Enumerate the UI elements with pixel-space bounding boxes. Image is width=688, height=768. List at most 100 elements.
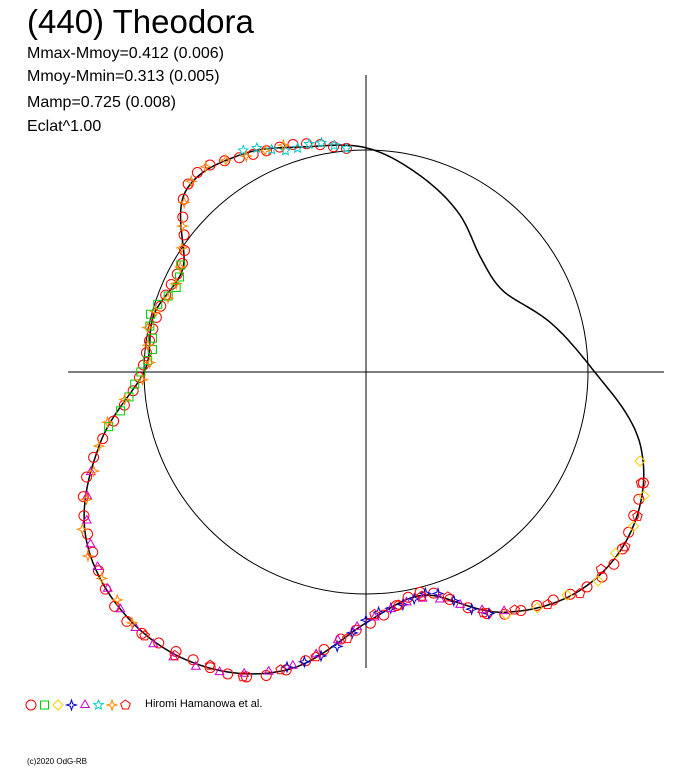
data-point-square [143, 356, 153, 366]
data-point-square [116, 406, 126, 416]
data-point-pentagon [169, 649, 181, 661]
data-point-pentagon [542, 598, 553, 610]
data-point-star4 [198, 160, 213, 174]
data-point-circle [608, 558, 620, 570]
data-point-circle [300, 655, 312, 667]
data-point-star5 [328, 139, 341, 151]
data-point-circle [628, 510, 640, 522]
data-point-star5 [291, 141, 304, 154]
stat-mmax-mmoy: Mmax-Mmoy=0.412 (0.006) [27, 45, 224, 62]
data-point-triangle [85, 538, 96, 548]
data-point-pentagon [275, 664, 286, 675]
data-point-circle [581, 581, 593, 593]
data-point-star4 [407, 592, 421, 606]
data-point-circle [191, 166, 203, 178]
data-point-star4 [125, 616, 139, 630]
data-point-square [145, 321, 155, 331]
data-point-triangle [369, 611, 380, 621]
data-point-star4 [169, 276, 183, 291]
data-point-star4 [177, 195, 191, 210]
data-point-square [136, 367, 146, 377]
data-point-triangle [401, 596, 412, 606]
data-point-star5 [303, 137, 316, 150]
data-point-circle [247, 148, 259, 160]
data-point-triangle [82, 490, 93, 500]
data-point-pentagon [369, 608, 380, 619]
data-point-star4 [135, 373, 150, 387]
data-point-circle [633, 493, 645, 505]
data-point-triangle [417, 592, 428, 602]
data-point-diamond [609, 547, 622, 559]
legend-marker-star4 [64, 698, 79, 712]
data-point-circle [187, 654, 199, 666]
data-point-circle [204, 662, 216, 674]
fit-curve [83, 144, 645, 675]
data-point-circle [109, 600, 121, 612]
data-point-star4 [161, 291, 175, 305]
data-point-circle [499, 608, 511, 620]
legend-marker-pentagon [120, 699, 131, 710]
data-point-pentagon [509, 604, 521, 615]
data-point-star4 [276, 138, 290, 152]
data-point-star4 [110, 593, 124, 607]
data-point-triangle [130, 622, 141, 631]
data-point-pentagon [574, 587, 586, 599]
data-point-triangle [287, 659, 298, 669]
legend-marker-star5 [92, 698, 105, 711]
data-point-star4 [149, 305, 163, 319]
legend-marker-triangle [79, 698, 91, 708]
data-point-circle [77, 491, 89, 503]
copyright: (c)2020 OdG-RB [27, 757, 88, 766]
legend-markers [24, 697, 144, 713]
data-point-square [130, 379, 140, 389]
data-point-circle [531, 599, 543, 611]
data-point-star5 [315, 136, 328, 149]
data-point-triangle [385, 603, 397, 613]
data-point-star4 [314, 649, 328, 663]
data-point-square [171, 282, 181, 292]
data-point-circle [176, 257, 188, 269]
data-point-star4 [95, 571, 109, 586]
data-point-circle [481, 608, 493, 620]
data-point-circle [97, 433, 109, 445]
data-point-circle [182, 178, 194, 190]
data-point-star4 [258, 143, 272, 158]
data-point-circle [318, 644, 330, 656]
data-point-star5 [250, 141, 263, 154]
data-point-pentagon [342, 632, 353, 644]
data-point-pentagon [237, 670, 249, 682]
data-point-pentagon [204, 659, 216, 670]
data-point-circle [153, 637, 165, 649]
data-point-circle [637, 477, 649, 489]
data-point-pentagon [310, 651, 322, 662]
data-point-star4 [239, 149, 253, 163]
data-point-pentagon [619, 541, 631, 552]
data-point-star5 [279, 144, 292, 156]
data-point-star4 [87, 464, 101, 478]
data-points [75, 136, 650, 683]
data-point-star4 [75, 522, 89, 536]
data-point-pentagon [635, 477, 647, 488]
data-point-circle [179, 245, 191, 257]
data-point-star4 [117, 392, 132, 407]
chart-title: (440) Theodora [27, 3, 254, 40]
data-point-circle [133, 372, 145, 384]
data-point-circle [140, 347, 152, 359]
data-point-triangle [351, 620, 363, 630]
data-point-triangle [434, 593, 446, 603]
data-point-star4 [141, 338, 155, 352]
data-point-diamond [500, 608, 512, 621]
data-point-circle [260, 669, 272, 681]
data-point-star4 [175, 219, 190, 233]
legend-marker-star4 [105, 698, 119, 712]
stat-eclat: Eclat^1.00 [27, 118, 102, 135]
data-point-circle [136, 627, 148, 639]
data-point-square [175, 272, 185, 282]
data-point-triangle [498, 605, 510, 615]
data-point-star4 [396, 597, 410, 612]
data-point-diamond [634, 455, 646, 467]
data-point-triangle [214, 666, 225, 676]
data-point-diamond [638, 490, 650, 502]
data-point-triangle [263, 665, 274, 675]
data-point-pentagon [416, 590, 428, 601]
